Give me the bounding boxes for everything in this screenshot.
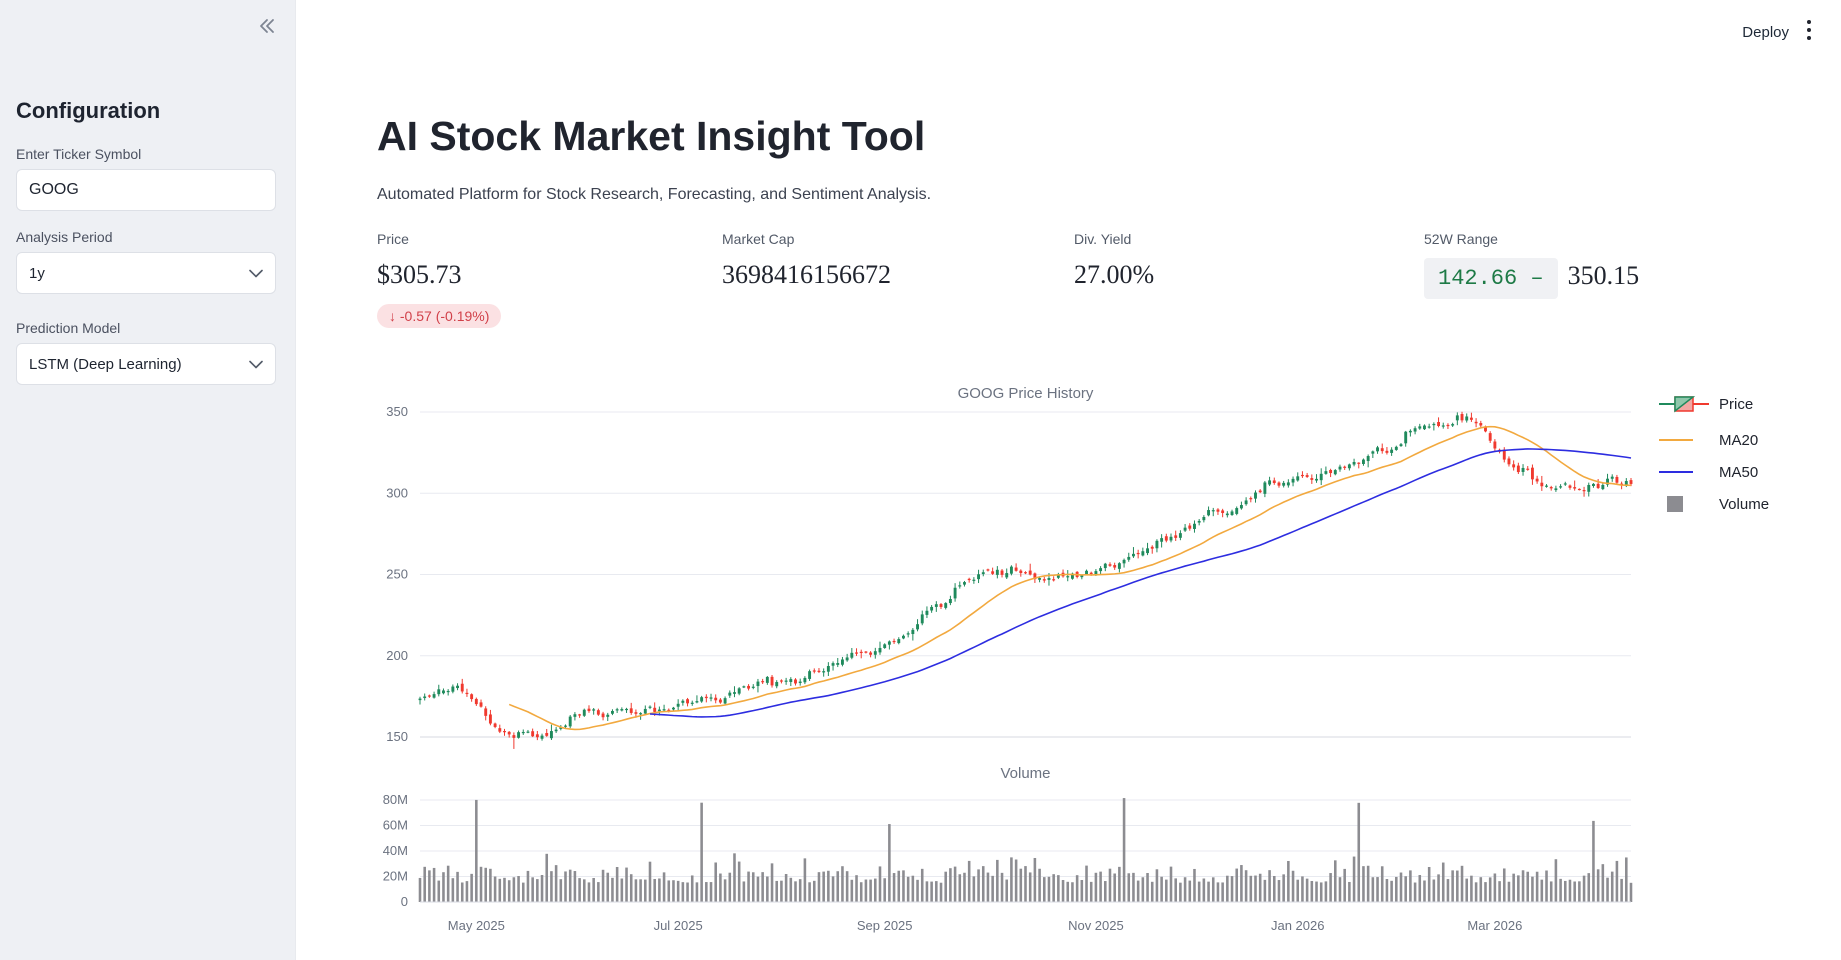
svg-text:350: 350 <box>386 404 408 419</box>
svg-text:May 2025: May 2025 <box>448 918 505 933</box>
svg-text:Nov 2025: Nov 2025 <box>1068 918 1124 933</box>
svg-text:Mar 2026: Mar 2026 <box>1467 918 1522 933</box>
svg-text:250: 250 <box>386 567 408 582</box>
svg-text:40M: 40M <box>383 843 408 858</box>
svg-text:Volume: Volume <box>1000 765 1050 782</box>
svg-text:Jul 2025: Jul 2025 <box>654 918 703 933</box>
svg-text:200: 200 <box>386 648 408 663</box>
svg-text:Jan 2026: Jan 2026 <box>1271 918 1325 933</box>
svg-text:Sep 2025: Sep 2025 <box>857 918 913 933</box>
svg-text:0: 0 <box>401 894 408 909</box>
svg-text:20M: 20M <box>383 869 408 884</box>
svg-text:60M: 60M <box>383 818 408 833</box>
svg-text:Price: Price <box>1719 396 1753 413</box>
svg-text:MA20: MA20 <box>1719 432 1758 449</box>
svg-text:80M: 80M <box>383 792 408 807</box>
svg-text:Volume: Volume <box>1719 496 1769 513</box>
svg-text:150: 150 <box>386 729 408 744</box>
svg-text:300: 300 <box>386 485 408 500</box>
svg-text:GOOG Price History: GOOG Price History <box>958 385 1094 402</box>
svg-text:MA50: MA50 <box>1719 464 1758 481</box>
